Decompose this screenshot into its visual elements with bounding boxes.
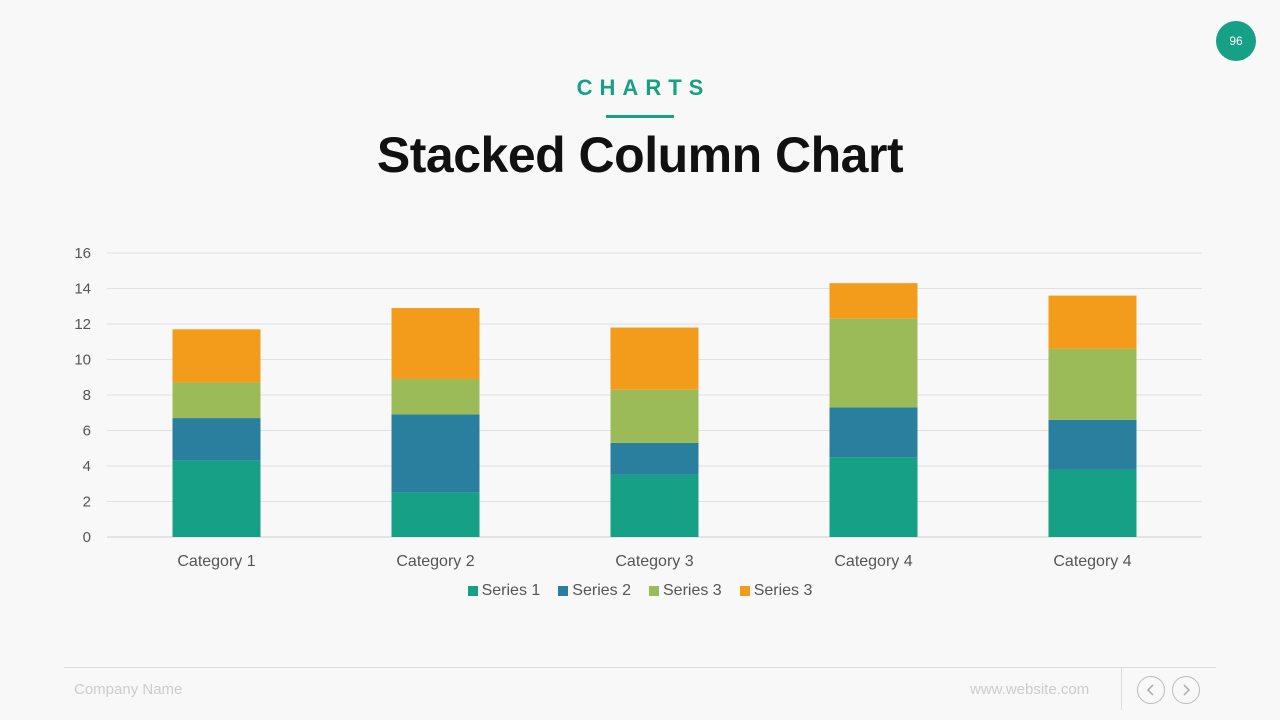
bar-segment bbox=[391, 414, 480, 493]
legend-item: Series 1 bbox=[467, 582, 541, 600]
y-tick-label: 4 bbox=[83, 458, 91, 475]
bar-segment bbox=[610, 442, 699, 475]
bar-segment bbox=[172, 329, 261, 383]
x-tick-label: Category 1 bbox=[177, 553, 255, 570]
bar-segment bbox=[391, 492, 480, 537]
legend-label: Series 1 bbox=[481, 582, 541, 599]
section-underline bbox=[606, 115, 674, 118]
bar-segment bbox=[610, 327, 699, 390]
y-tick-label: 14 bbox=[74, 281, 91, 298]
legend-swatch bbox=[558, 586, 569, 596]
slide-title: Stacked Column Chart bbox=[376, 127, 904, 183]
bar-segment bbox=[829, 318, 918, 408]
y-tick-label: 6 bbox=[83, 423, 91, 440]
bar-segment bbox=[172, 418, 261, 461]
bar-segment bbox=[172, 382, 261, 419]
website-link[interactable]: www.website.com bbox=[970, 681, 1090, 698]
bar-segment bbox=[610, 474, 699, 537]
legend-label: Series 3 bbox=[663, 582, 722, 599]
page-number-badge: 96 bbox=[1216, 21, 1256, 61]
legend-item: Series 3 bbox=[739, 582, 813, 600]
bar-segment bbox=[1048, 295, 1137, 349]
next-slide-button[interactable] bbox=[1172, 676, 1200, 704]
footer-separator bbox=[1121, 668, 1122, 710]
y-tick-label: 8 bbox=[83, 387, 91, 404]
chart-legend: Series 1 Series 2 Series 3 Series 3 bbox=[0, 582, 1280, 600]
chevron-right-icon bbox=[1183, 684, 1191, 696]
bar-segment bbox=[610, 389, 699, 443]
legend-item: Series 3 bbox=[649, 582, 722, 600]
y-tick-label: 2 bbox=[83, 494, 91, 511]
bar-segment bbox=[1048, 419, 1137, 470]
legend-label: Series 3 bbox=[753, 582, 813, 599]
bar-segment bbox=[172, 460, 261, 537]
legend-item: Series 2 bbox=[558, 582, 631, 600]
bar-segment bbox=[829, 283, 918, 319]
bar-segment bbox=[391, 308, 480, 380]
company-name: Company Name bbox=[74, 681, 183, 698]
bar-segment bbox=[391, 379, 480, 415]
y-tick-label: 12 bbox=[74, 316, 91, 333]
chevron-left-icon bbox=[1146, 684, 1154, 696]
y-tick-label: 0 bbox=[83, 529, 91, 546]
bar-segment bbox=[1048, 348, 1137, 420]
x-tick-label: Category 3 bbox=[615, 553, 693, 570]
y-tick-label: 10 bbox=[74, 352, 91, 369]
bar-segment bbox=[829, 407, 918, 458]
footer-divider bbox=[64, 667, 1216, 668]
y-tick-label: 16 bbox=[74, 245, 91, 262]
x-tick-label: Category 4 bbox=[1053, 553, 1131, 570]
bar-segment bbox=[1048, 469, 1137, 537]
legend-label: Series 2 bbox=[572, 582, 631, 599]
section-label: CHARTS bbox=[576, 75, 711, 100]
bar-segment bbox=[829, 457, 918, 537]
prev-slide-button[interactable] bbox=[1137, 676, 1165, 704]
x-tick-label: Category 2 bbox=[396, 553, 474, 570]
legend-swatch bbox=[649, 586, 659, 596]
legend-swatch bbox=[467, 586, 478, 596]
legend-swatch bbox=[739, 586, 750, 596]
x-tick-label: Category 4 bbox=[834, 553, 912, 570]
